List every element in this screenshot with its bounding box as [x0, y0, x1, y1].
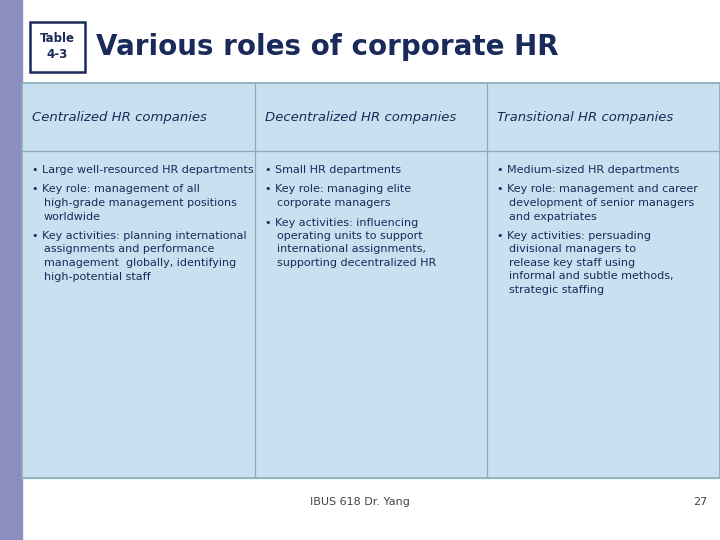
Text: corporate managers: corporate managers: [276, 198, 390, 208]
Bar: [0, 0, 22, 540]
Text: international assignments,: international assignments,: [276, 245, 426, 254]
Text: Table
4-3: Table 4-3: [40, 32, 75, 62]
Text: and expatriates: and expatriates: [509, 212, 597, 221]
Text: divisional managers to: divisional managers to: [509, 245, 636, 254]
Bar: [22, 83, 720, 478]
Text: • Key role: management and career: • Key role: management and career: [498, 185, 698, 194]
Text: Various roles of corporate HR: Various roles of corporate HR: [96, 33, 559, 61]
Text: 27: 27: [693, 497, 707, 507]
Text: • Key activities: influencing: • Key activities: influencing: [265, 218, 418, 227]
Text: management  globally, identifying: management globally, identifying: [44, 258, 236, 268]
Text: supporting decentralized HR: supporting decentralized HR: [276, 258, 436, 268]
Text: IBUS 618 Dr. Yang: IBUS 618 Dr. Yang: [310, 497, 410, 507]
Text: operating units to support: operating units to support: [276, 231, 423, 241]
Text: strategic staffing: strategic staffing: [509, 285, 605, 295]
Text: Centralized HR companies: Centralized HR companies: [32, 111, 207, 124]
Text: high-grade management positions: high-grade management positions: [44, 198, 237, 208]
Text: assignments and performance: assignments and performance: [44, 245, 215, 254]
Text: • Key role: management of all: • Key role: management of all: [32, 185, 200, 194]
Text: Decentralized HR companies: Decentralized HR companies: [265, 111, 456, 124]
Bar: [568, 432, 720, 440]
Text: release key staff using: release key staff using: [509, 258, 636, 268]
Text: • Large well-resourced HR departments: • Large well-resourced HR departments: [32, 165, 253, 175]
Text: • Key activities: persuading: • Key activities: persuading: [498, 231, 652, 241]
FancyBboxPatch shape: [30, 22, 85, 72]
Text: • Small HR departments: • Small HR departments: [265, 165, 401, 175]
Text: worldwide: worldwide: [44, 212, 101, 221]
Text: Transitional HR companies: Transitional HR companies: [498, 111, 674, 124]
Text: • Medium-sized HR departments: • Medium-sized HR departments: [498, 165, 680, 175]
Text: • Key activities: planning international: • Key activities: planning international: [32, 231, 247, 241]
Bar: [568, 422, 720, 432]
Text: • Key role: managing elite: • Key role: managing elite: [265, 185, 411, 194]
Text: informal and subtle methods,: informal and subtle methods,: [509, 272, 674, 281]
Bar: [22, 83, 720, 478]
Text: development of senior managers: development of senior managers: [509, 198, 695, 208]
Text: high-potential staff: high-potential staff: [44, 272, 150, 281]
